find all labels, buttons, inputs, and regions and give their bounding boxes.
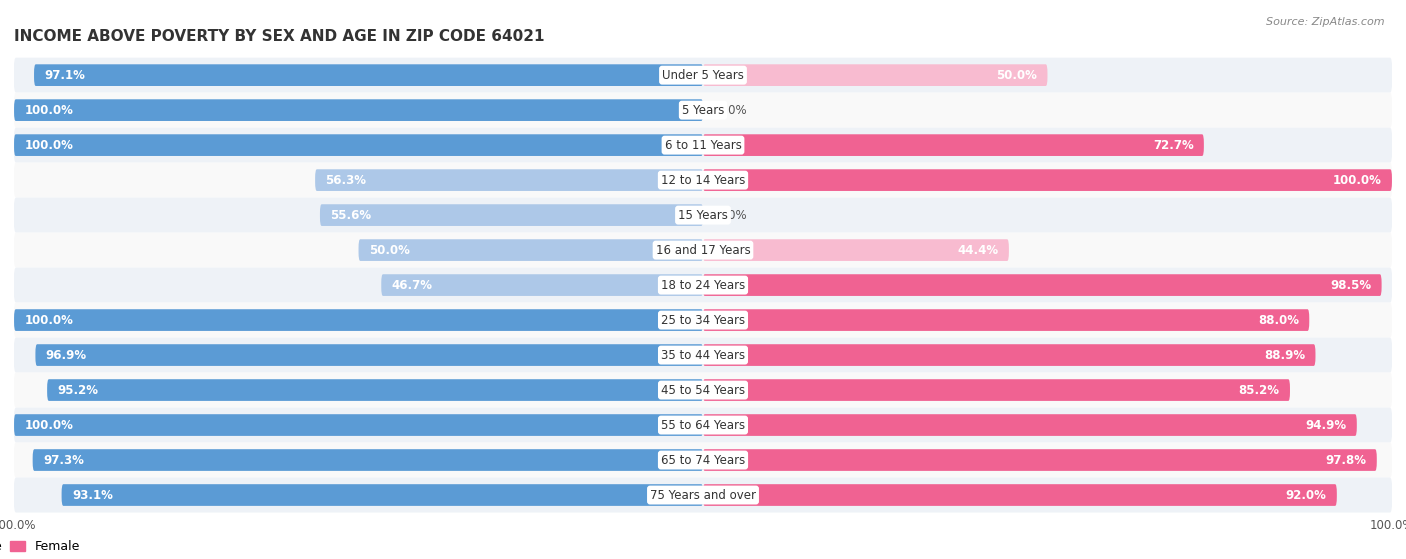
Text: 97.8%: 97.8% [1326, 453, 1367, 467]
Text: 6 to 11 Years: 6 to 11 Years [665, 139, 741, 151]
Text: 100.0%: 100.0% [24, 314, 73, 326]
FancyBboxPatch shape [315, 169, 703, 191]
Text: 95.2%: 95.2% [58, 383, 98, 396]
FancyBboxPatch shape [703, 344, 1316, 366]
Text: 65 to 74 Years: 65 to 74 Years [661, 453, 745, 467]
Text: INCOME ABOVE POVERTY BY SEX AND AGE IN ZIP CODE 64021: INCOME ABOVE POVERTY BY SEX AND AGE IN Z… [14, 29, 544, 44]
FancyBboxPatch shape [703, 379, 1289, 401]
Text: 98.5%: 98.5% [1330, 278, 1371, 292]
Text: 72.7%: 72.7% [1153, 139, 1194, 151]
Text: 0.0%: 0.0% [717, 209, 747, 221]
FancyBboxPatch shape [703, 449, 1376, 471]
Legend: Male, Female: Male, Female [0, 536, 86, 558]
FancyBboxPatch shape [14, 309, 703, 331]
Text: 46.7%: 46.7% [392, 278, 433, 292]
FancyBboxPatch shape [14, 198, 1392, 233]
FancyBboxPatch shape [703, 414, 1357, 436]
FancyBboxPatch shape [14, 163, 1392, 198]
FancyBboxPatch shape [14, 93, 1392, 127]
Text: 50.0%: 50.0% [368, 244, 409, 257]
FancyBboxPatch shape [321, 204, 703, 226]
FancyBboxPatch shape [32, 449, 703, 471]
FancyBboxPatch shape [14, 477, 1392, 513]
Text: 100.0%: 100.0% [1333, 174, 1382, 187]
Text: 18 to 24 Years: 18 to 24 Years [661, 278, 745, 292]
FancyBboxPatch shape [703, 169, 1392, 191]
FancyBboxPatch shape [703, 484, 1337, 506]
Text: Source: ZipAtlas.com: Source: ZipAtlas.com [1267, 17, 1385, 27]
FancyBboxPatch shape [34, 64, 703, 86]
Text: 93.1%: 93.1% [72, 489, 112, 501]
Text: 75 Years and over: 75 Years and over [650, 489, 756, 501]
Text: 55 to 64 Years: 55 to 64 Years [661, 419, 745, 432]
FancyBboxPatch shape [14, 443, 1392, 477]
Text: 88.0%: 88.0% [1258, 314, 1299, 326]
FancyBboxPatch shape [14, 338, 1392, 372]
Text: Under 5 Years: Under 5 Years [662, 69, 744, 82]
FancyBboxPatch shape [703, 274, 1382, 296]
Text: 12 to 14 Years: 12 to 14 Years [661, 174, 745, 187]
FancyBboxPatch shape [14, 268, 1392, 302]
Text: 55.6%: 55.6% [330, 209, 371, 221]
FancyBboxPatch shape [14, 58, 1392, 93]
Text: 15 Years: 15 Years [678, 209, 728, 221]
FancyBboxPatch shape [14, 127, 1392, 163]
Text: 0.0%: 0.0% [717, 103, 747, 117]
Text: 97.1%: 97.1% [45, 69, 86, 82]
FancyBboxPatch shape [381, 274, 703, 296]
FancyBboxPatch shape [35, 344, 703, 366]
FancyBboxPatch shape [14, 372, 1392, 408]
Text: 25 to 34 Years: 25 to 34 Years [661, 314, 745, 326]
Text: 96.9%: 96.9% [46, 349, 87, 362]
Text: 94.9%: 94.9% [1305, 419, 1347, 432]
Text: 35 to 44 Years: 35 to 44 Years [661, 349, 745, 362]
Text: 44.4%: 44.4% [957, 244, 998, 257]
Text: 88.9%: 88.9% [1264, 349, 1305, 362]
Text: 97.3%: 97.3% [44, 453, 84, 467]
Text: 5 Years: 5 Years [682, 103, 724, 117]
Text: 100.0%: 100.0% [24, 103, 73, 117]
Text: 100.0%: 100.0% [24, 139, 73, 151]
Text: 92.0%: 92.0% [1285, 489, 1326, 501]
FancyBboxPatch shape [14, 100, 703, 121]
FancyBboxPatch shape [359, 239, 703, 261]
Text: 85.2%: 85.2% [1239, 383, 1279, 396]
FancyBboxPatch shape [14, 233, 1392, 268]
FancyBboxPatch shape [703, 239, 1010, 261]
FancyBboxPatch shape [14, 414, 703, 436]
FancyBboxPatch shape [14, 302, 1392, 338]
Text: 45 to 54 Years: 45 to 54 Years [661, 383, 745, 396]
FancyBboxPatch shape [14, 408, 1392, 443]
Text: 56.3%: 56.3% [325, 174, 367, 187]
FancyBboxPatch shape [703, 309, 1309, 331]
FancyBboxPatch shape [62, 484, 703, 506]
FancyBboxPatch shape [703, 64, 1047, 86]
Text: 50.0%: 50.0% [997, 69, 1038, 82]
FancyBboxPatch shape [14, 134, 703, 156]
Text: 16 and 17 Years: 16 and 17 Years [655, 244, 751, 257]
Text: 100.0%: 100.0% [24, 419, 73, 432]
FancyBboxPatch shape [703, 134, 1204, 156]
FancyBboxPatch shape [48, 379, 703, 401]
